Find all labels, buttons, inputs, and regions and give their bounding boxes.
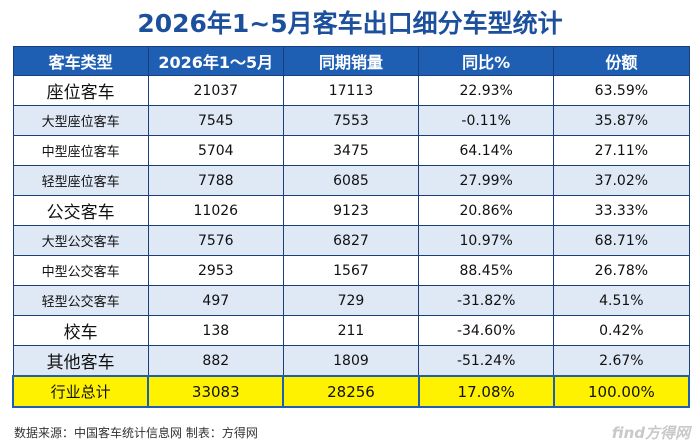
table-cell: 11026 (147, 195, 284, 226)
table-cell: 26.78% (553, 255, 690, 286)
header-row: 客车类型 2026年1～5月 同期销量 同比% 份额 (12, 46, 690, 76)
table-cell: 座位客车 (12, 75, 149, 106)
table-cell: 27.99% (418, 165, 555, 196)
table-row: 校车 138 211 -34.60% 0.42% (12, 315, 690, 346)
header-cell: 同期销量 (282, 46, 420, 76)
table-cell: 33.33% (553, 195, 690, 226)
table-cell: 中型公交客车 (12, 255, 149, 286)
table-cell: 88.45% (418, 255, 555, 286)
table-cell: 1567 (282, 255, 420, 286)
table-cell: 行业总计 (11, 375, 150, 408)
table-cell: 1809 (282, 345, 420, 377)
table: 客车类型 2026年1～5月 同期销量 同比% 份额 座位客车 21037 17113 22.… (11, 46, 691, 408)
table-cell: 35.87% (553, 105, 690, 136)
table-cell: -31.82% (418, 285, 555, 316)
header-cell: 2026年1～5月 (147, 46, 284, 76)
table-cell: 63.59% (553, 75, 690, 106)
title: 2026年1~5月客车出口细分车型统计 (137, 9, 563, 38)
table-cell: 20.86% (418, 195, 555, 226)
table-cell: 公交客车 (12, 195, 149, 226)
table-cell: 7553 (282, 105, 420, 136)
table-cell: 中型座位客车 (12, 135, 149, 166)
table-cell: 68.71% (553, 225, 690, 256)
table-cell: 校车 (12, 315, 149, 346)
table-cell: 4.51% (553, 285, 690, 316)
table-row: 其他客车 882 1809 -51.24% 2.67% (12, 345, 690, 377)
table-row: 中型座位客车 5704 3475 64.14% 27.11% (12, 135, 690, 166)
table-cell: 2953 (147, 255, 284, 286)
table-cell: 轻型座位客车 (12, 165, 149, 196)
table-row: 座位客车 21037 17113 22.93% 63.59% (12, 75, 690, 106)
table-cell: 大型座位客车 (12, 105, 149, 136)
header-cell: 客车类型 (12, 46, 149, 76)
table-cell: 138 (147, 315, 284, 346)
table-cell: 27.11% (553, 135, 690, 166)
table-row: 中型公交客车 2953 1567 88.45% 26.78% (12, 255, 690, 286)
table-cell: 33083 (147, 375, 285, 408)
table-cell: 6827 (282, 225, 420, 256)
table-cell: 7576 (147, 225, 284, 256)
table-cell: 9123 (282, 195, 420, 226)
table-cell: 其他客车 (12, 345, 149, 377)
table-row: 大型公交客车 7576 6827 10.97% 68.71% (12, 225, 690, 256)
table-cell: 28256 (282, 375, 420, 408)
table-cell: 2.67% (553, 345, 690, 377)
table-cell: 211 (282, 315, 420, 346)
table-cell: 100.00% (552, 375, 691, 408)
table-cell: 729 (282, 285, 420, 316)
table-row: 公交客车 11026 9123 20.86% 33.33% (12, 195, 690, 226)
table-row: 轻型公交客车 497 729 -31.82% 4.51% (12, 285, 690, 316)
table-cell: 10.97% (418, 225, 555, 256)
table-row: 轻型座位客车 7788 6085 27.99% 37.02% (12, 165, 690, 196)
table-row: 行业总计 33083 28256 17.08% 100.00% (11, 375, 691, 408)
table-cell: -34.60% (418, 315, 555, 346)
table-cell: 882 (147, 345, 284, 377)
header-cell: 同比% (418, 46, 555, 76)
source-note: 数据来源：中国客车统计信息网 制表：方得网 (14, 426, 258, 440)
watermark: find方得网 (611, 424, 690, 442)
table-row: 大型座位客车 7545 7553 -0.11% 35.87% (12, 105, 690, 136)
table-cell: -51.24% (418, 345, 555, 377)
table-cell: -0.11% (418, 105, 555, 136)
table-cell: 17.08% (417, 375, 555, 408)
table-body: 座位客车 21037 17113 22.93% 63.59% 大型座位客车 7545 7553… (11, 75, 691, 408)
table-cell: 轻型公交客车 (12, 285, 149, 316)
table-cell: 17113 (282, 75, 420, 106)
table-cell: 497 (147, 285, 284, 316)
table-cell: 大型公交客车 (12, 225, 149, 256)
header-cell: 份额 (553, 46, 690, 76)
table-cell: 37.02% (553, 165, 690, 196)
table-cell: 0.42% (553, 315, 690, 346)
table-cell: 21037 (147, 75, 284, 106)
table-cell: 7788 (147, 165, 284, 196)
table-cell: 6085 (282, 165, 420, 196)
table-cell: 7545 (147, 105, 284, 136)
table-cell: 64.14% (418, 135, 555, 166)
table-cell: 5704 (147, 135, 284, 166)
table-cell: 22.93% (418, 75, 555, 106)
table-cell: 3475 (282, 135, 420, 166)
